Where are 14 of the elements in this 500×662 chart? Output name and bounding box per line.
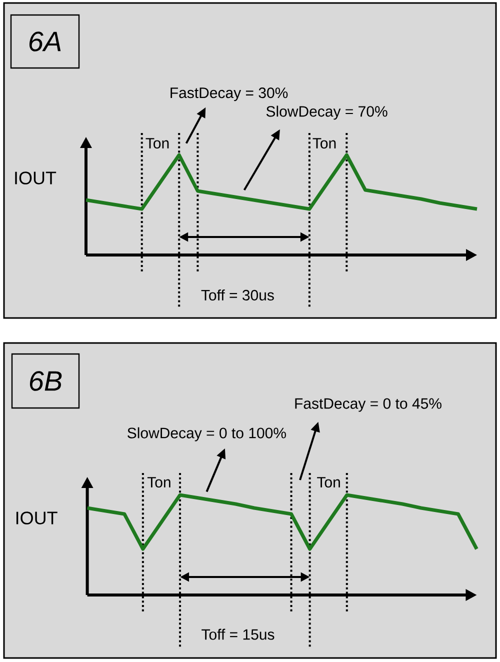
text: Toff = 15us — [202, 628, 274, 640]
chart-title: 6B — [30, 371, 62, 391]
text: Ton — [147, 477, 170, 488]
text: SlowDecay = 70% — [266, 106, 388, 120]
text: Ton — [312, 138, 336, 149]
text: FastDecay = 30% — [170, 88, 288, 102]
chart-title: 6A — [29, 32, 61, 52]
y-axis-title: IOUT — [15, 172, 56, 184]
text: SlowDecay = 0 to 100% — [128, 427, 286, 442]
text: Toff = 30us — [201, 289, 274, 300]
text: FastDecay = 0 to 45% — [295, 398, 442, 412]
y-axis-title: IOUT — [16, 512, 58, 524]
text: Ton — [146, 138, 169, 149]
text: Ton — [317, 477, 340, 488]
